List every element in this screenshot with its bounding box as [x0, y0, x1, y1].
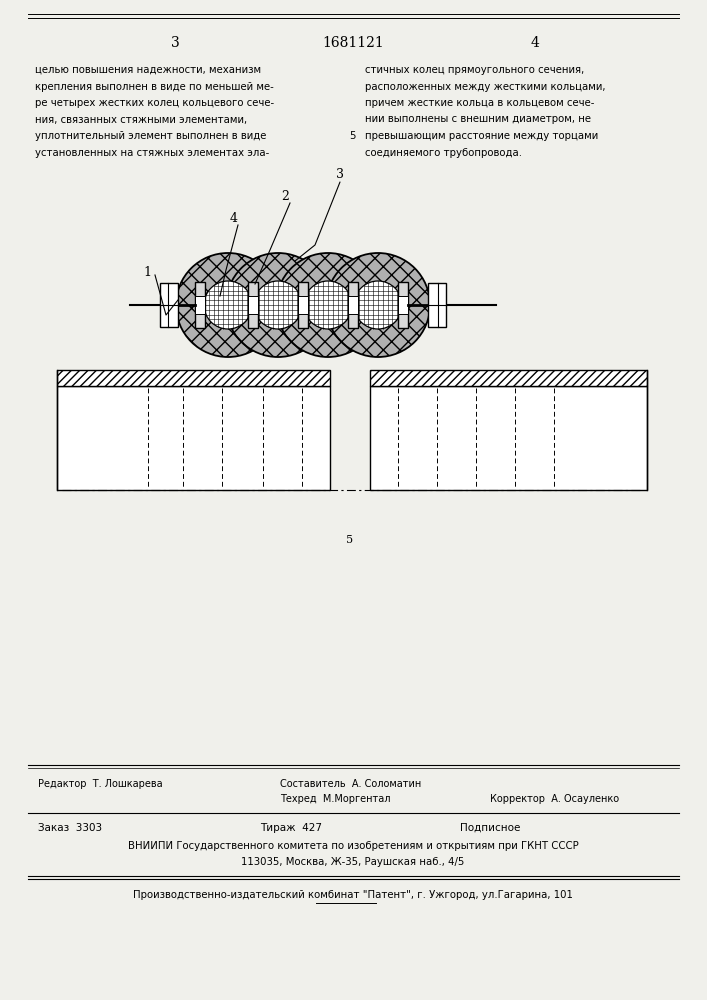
- Bar: [298, 296, 308, 314]
- Circle shape: [276, 253, 380, 357]
- Text: целью повышения надежности, механизм: целью повышения надежности, механизм: [35, 65, 261, 75]
- Circle shape: [354, 281, 402, 329]
- Circle shape: [204, 281, 252, 329]
- Text: Производственно-издательский комбинат "Патент", г. Ужгород, ул.Гагарина, 101: Производственно-издательский комбинат "П…: [133, 890, 573, 900]
- Text: 4: 4: [230, 212, 238, 225]
- Text: 5: 5: [349, 131, 355, 141]
- Text: Подписное: Подписное: [460, 823, 520, 833]
- Text: расположенных между жесткими кольцами,: расположенных между жесткими кольцами,: [365, 82, 605, 92]
- Text: Техред  М.Моргентал: Техред М.Моргентал: [280, 794, 390, 804]
- Bar: [348, 296, 358, 314]
- Text: уплотнительный элемент выполнен в виде: уплотнительный элемент выполнен в виде: [35, 131, 267, 141]
- Text: соединяемого трубопровода.: соединяемого трубопровода.: [365, 147, 522, 157]
- Bar: [398, 282, 408, 328]
- Bar: [195, 296, 205, 314]
- Circle shape: [254, 281, 302, 329]
- Bar: [298, 282, 308, 328]
- Text: 2: 2: [281, 190, 289, 202]
- Text: Составитель  А. Соломатин: Составитель А. Соломатин: [280, 779, 421, 789]
- Bar: [195, 282, 205, 328]
- Text: 5: 5: [346, 535, 354, 545]
- Bar: [348, 282, 358, 328]
- Bar: [370, 370, 647, 386]
- Text: ния, связанных стяжными элементами,: ния, связанных стяжными элементами,: [35, 114, 247, 124]
- Bar: [248, 282, 258, 328]
- Text: 3: 3: [336, 168, 344, 182]
- Text: причем жесткие кольца в кольцевом сече-: причем жесткие кольца в кольцевом сече-: [365, 98, 595, 108]
- Text: стичных колец прямоугольного сечения,: стичных колец прямоугольного сечения,: [365, 65, 584, 75]
- Text: 113035, Москва, Ж-35, Раушская наб., 4/5: 113035, Москва, Ж-35, Раушская наб., 4/5: [241, 857, 464, 867]
- Text: 3: 3: [170, 36, 180, 50]
- Text: Редактор  Т. Лошкарева: Редактор Т. Лошкарева: [38, 779, 163, 789]
- Bar: [398, 296, 408, 314]
- Bar: [428, 283, 446, 327]
- Text: Корректор  А. Осауленко: Корректор А. Осауленко: [490, 794, 619, 804]
- Text: 4: 4: [530, 36, 539, 50]
- Text: установленных на стяжных элементах эла-: установленных на стяжных элементах эла-: [35, 147, 269, 157]
- Text: 1: 1: [143, 265, 151, 278]
- Bar: [160, 283, 178, 327]
- Text: Заказ  3303: Заказ 3303: [38, 823, 102, 833]
- Text: 1681121: 1681121: [322, 36, 384, 50]
- Text: ре четырех жестких колец кольцевого сече-: ре четырех жестких колец кольцевого сече…: [35, 98, 274, 108]
- Bar: [370, 386, 647, 490]
- Circle shape: [176, 253, 280, 357]
- Text: превышающим расстояние между торцами: превышающим расстояние между торцами: [365, 131, 598, 141]
- Text: нии выполнены с внешним диаметром, не: нии выполнены с внешним диаметром, не: [365, 114, 591, 124]
- Text: Тираж  427: Тираж 427: [260, 823, 322, 833]
- Circle shape: [326, 253, 430, 357]
- Circle shape: [304, 281, 352, 329]
- Text: крепления выполнен в виде по меньшей ме-: крепления выполнен в виде по меньшей ме-: [35, 82, 274, 92]
- Bar: [248, 296, 258, 314]
- Bar: [57, 370, 330, 386]
- Bar: [57, 386, 330, 490]
- Text: ВНИИПИ Государственного комитета по изобретениям и открытиям при ГКНТ СССР: ВНИИПИ Государственного комитета по изоб…: [128, 841, 578, 851]
- Circle shape: [226, 253, 330, 357]
